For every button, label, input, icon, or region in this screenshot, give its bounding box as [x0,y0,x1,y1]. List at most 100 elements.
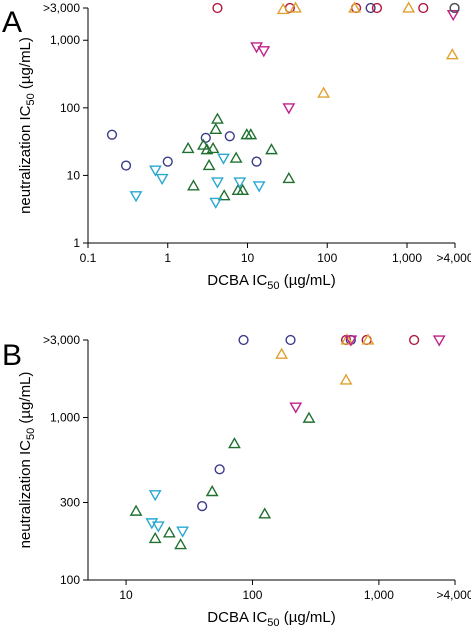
data-point [402,1,416,13]
x-tick-label: 1,000 [364,588,394,602]
data-point [211,177,224,189]
x-tick-label: 0.1 [80,251,97,265]
y-tick-label: 300 [60,495,80,509]
data-point [302,411,316,423]
data-point [151,521,165,533]
data-point [162,526,176,538]
data-point [252,181,266,193]
y-tick-label: 100 [60,573,80,587]
axis-title-unit: (µg/mL) [17,372,34,428]
data-point [244,128,258,140]
data-point [265,143,278,155]
y-tick-label: 10 [67,168,81,182]
data-point [233,177,247,189]
series-green-triangle-up [181,112,296,201]
data-point [276,2,290,15]
data-point [446,9,460,22]
axis-title-subscript: 50 [267,617,279,627]
y-tick-label: 1,000 [50,411,80,425]
data-point [120,160,132,171]
x-tick-label: 10 [241,251,255,265]
panel-letter-b: B [2,339,22,372]
data-point [211,112,224,124]
data-point [200,132,211,143]
x-tick-label: 1 [164,251,171,265]
data-point [174,538,187,550]
axis-title-subscript: 50 [25,428,37,440]
axis-title-main: DCBA IC [207,609,267,626]
x-tick-label: 100 [242,588,262,602]
data-point [445,48,459,60]
data-point [285,334,296,346]
data-point [212,2,223,14]
data-point [229,151,243,163]
data-point [409,334,420,346]
data-point [238,334,249,346]
series-magenta-triangle-down [289,335,446,414]
data-point [209,197,223,209]
plot-a: 0.1 1 10 100 1,000 >4,0001101001,000>3,000DCB… [17,1,471,292]
axis-title-unit: (µg/mL) [280,609,336,626]
y-tick-label: >3,000 [43,333,80,347]
data-point [197,500,208,512]
data-point [148,490,162,502]
data-point [251,156,262,167]
data-point [162,156,173,167]
data-point [236,183,250,196]
x-tick-label: 100 [317,251,337,265]
x-tick-label: 10 [119,588,133,602]
series-cyan-triangle-down [129,153,266,209]
data-point [348,1,361,13]
data-point [197,138,210,150]
data-point [217,189,231,201]
y-tick-label: 1 [73,236,80,250]
data-point [449,2,460,14]
axis-title-main: DCBA IC [207,272,267,289]
data-point [418,2,429,14]
series-navy-circle [197,334,356,512]
data-point [224,131,235,142]
data-point [209,122,223,134]
axis-title-main: neutralization IC [17,440,34,549]
axis-title-unit: (µg/mL) [280,272,336,289]
series-green-triangle-up [129,411,316,550]
data-point [275,347,289,359]
data-point [228,437,241,449]
data-point [181,141,195,154]
y-axis-title: neutralization IC50 (µg/mL) [17,37,37,214]
data-point [187,179,200,191]
axis-title-unit: (µg/mL) [17,37,34,93]
panel-b: B 10 100 1,000 >4,000 100 300 1,000 >3,000 DCBA … [2,333,471,627]
panel-a: A 0.1 1 10 100 1,000 >4,0001101001,000>3,000D… [2,1,471,292]
x-axis-title: DCBA IC50 (µg/mL) [207,609,335,627]
series-navy-circle [106,2,376,171]
data-point [432,335,446,347]
data-point [365,2,376,14]
data-point [206,141,220,154]
axis-title-subscript: 50 [25,93,37,105]
series-cyan-triangle-down [145,490,189,538]
data-point [289,402,303,414]
data-point [202,158,216,171]
data-point [289,1,302,13]
data-point [155,173,169,186]
data-point [176,526,189,538]
y-tick-label: 1,000 [50,33,80,47]
series-orange-triangle-up [276,1,459,98]
data-point [214,464,225,475]
data-point [317,86,330,98]
data-point [106,129,118,140]
y-axis-title: neutralization IC50 (µg/mL) [17,372,37,549]
data-point [340,333,354,345]
series-magenta-triangle-down [250,9,460,115]
data-point [258,507,272,519]
data-point [282,103,296,115]
x-tick-label: >4,000 [436,251,471,265]
axis-title-subscript: 50 [267,280,279,292]
x-tick-label: 1,000 [392,251,422,265]
x-tick-label: >4,000 [436,588,471,602]
y-tick-label: 100 [60,101,80,115]
panel-letter-a: A [2,6,22,39]
series-orange-triangle-up [275,333,375,385]
